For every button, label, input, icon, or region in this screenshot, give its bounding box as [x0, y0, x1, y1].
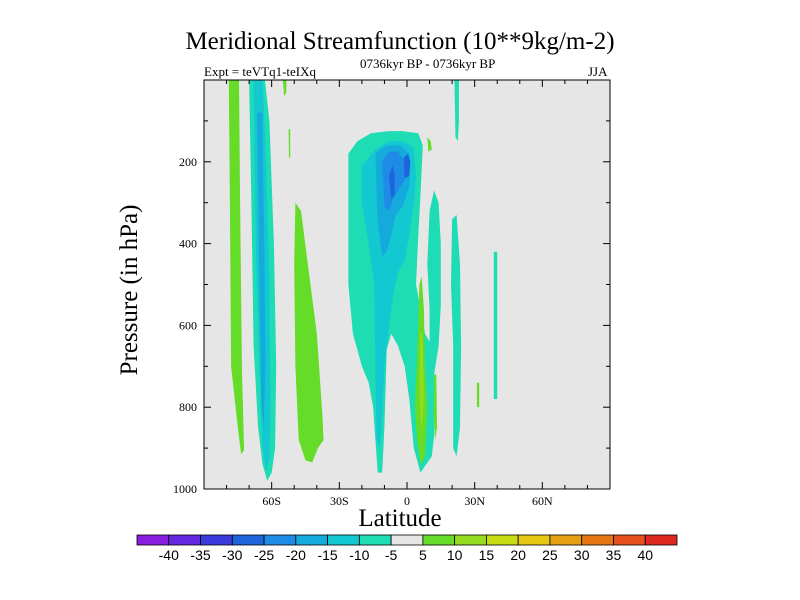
y-tick-label: 600: [179, 318, 197, 332]
colorbar-label: -25: [254, 547, 274, 563]
colorbar-label: -30: [222, 547, 242, 563]
contour-green-top-10N: [427, 137, 432, 152]
contour-blue-65S: [257, 112, 266, 428]
colorbar-label: 5: [419, 547, 427, 563]
contour-green-55S-top: [282, 80, 287, 97]
colorbar-swatch: [200, 534, 233, 546]
colorbar-label: 30: [574, 547, 590, 563]
contour-fields: [228, 80, 498, 481]
colorbar-label: 40: [637, 547, 653, 563]
x-tick-label: 60S: [262, 494, 281, 508]
y-tick-label: 200: [179, 155, 197, 169]
x-tick-label: 30N: [464, 494, 485, 508]
colorbar-swatch: [613, 534, 646, 546]
y-tick-label: 400: [179, 237, 197, 251]
contour-darkblue-a: [389, 165, 395, 199]
colorbar-swatch: [390, 534, 424, 546]
colorbar-label: -20: [286, 547, 306, 563]
x-tick-label: 0: [404, 494, 410, 508]
contour-green-31N: [476, 382, 480, 408]
x-axis-label: Latitude: [358, 505, 442, 532]
colorbar-swatch: [581, 534, 614, 546]
colorbar-swatch: [517, 534, 551, 546]
colorbar-label: -35: [190, 547, 210, 563]
colorbar-label: -10: [349, 547, 369, 563]
colorbar-label: -15: [317, 547, 337, 563]
contour-green-52S: [288, 129, 291, 158]
colorbar-swatch: [486, 534, 519, 546]
colorbar-swatch: [263, 534, 297, 546]
contour-cyan-39N: [493, 251, 498, 399]
colorbar-label: 15: [479, 547, 495, 563]
colorbar: -40 -35 -30 -25 -20 -15 -10 -5 5 10 15 20 25 30 35 40: [136, 534, 678, 563]
colorbar-swatch: [422, 534, 456, 546]
colorbar-swatch: [295, 534, 328, 546]
y-tick-label: 800: [179, 400, 197, 414]
y-tick-label: 1000: [173, 482, 197, 496]
contour-green-45S: [294, 202, 324, 463]
chart-title: Meridional Streamfunction (10**9kg/m-2): [185, 28, 615, 55]
contour-cyan-21N: [451, 215, 462, 457]
chart-subtitle: 0736kyr BP - 0736kyr BP: [360, 56, 496, 71]
colorbar-label: -5: [385, 547, 398, 563]
colorbar-swatch: [168, 534, 201, 546]
colorbar-swatch: [231, 534, 265, 546]
x-tick-label: 60N: [532, 494, 553, 508]
colorbar-label: 10: [447, 547, 463, 563]
contour-green-12N: [433, 374, 437, 440]
colorbar-swatch: [549, 534, 583, 546]
x-tick-label: 30S: [330, 494, 349, 508]
colorbar-label: 35: [606, 547, 622, 563]
colorbar-label: 20: [510, 547, 526, 563]
colorbar-swatch: [136, 534, 170, 546]
experiment-label: Expt = teVTq1-teIXq: [204, 64, 317, 79]
contour-green-75S: [228, 80, 245, 455]
colorbar-swatch: [454, 534, 487, 546]
contour-teal-equator: [361, 141, 416, 449]
contour-cyan-21N-top: [454, 80, 459, 142]
colorbar-label: 25: [542, 547, 558, 563]
contour-yellowgreen-equator: [419, 333, 424, 428]
season-label: JJA: [588, 64, 608, 79]
contour-darkblue-b: [403, 153, 411, 179]
colorbar-swatch: [358, 534, 392, 546]
axis-ticks: 60S 30S 0 30N 60N 200 400 600 800 1000: [173, 80, 610, 508]
colorbar-swatch: [327, 534, 360, 546]
colorbar-swatch: [644, 534, 678, 546]
colorbar-label: -40: [159, 547, 179, 563]
